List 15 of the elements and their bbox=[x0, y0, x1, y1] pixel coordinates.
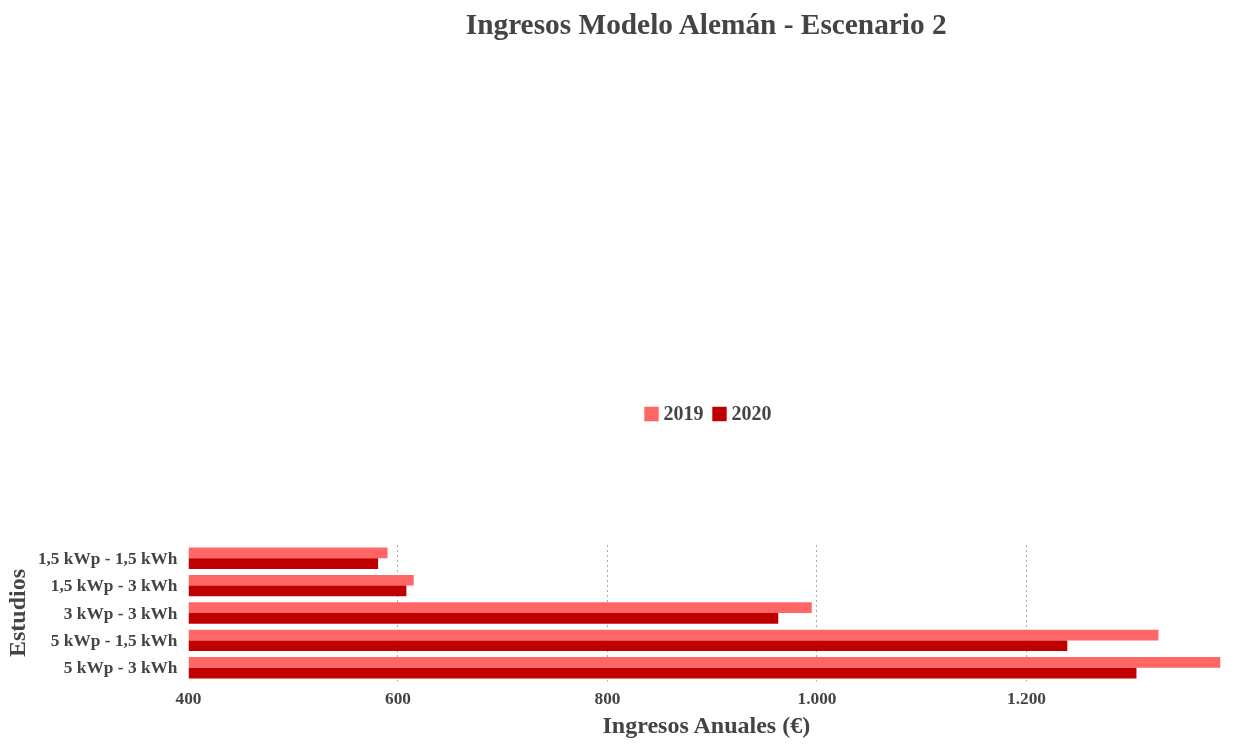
x-tick-label: 600 bbox=[385, 688, 411, 708]
y-axis-title: Estudios bbox=[3, 568, 30, 658]
x-tick-label: 400 bbox=[175, 688, 202, 708]
y-tick-label: 1,5 kWp - 1,5 kWh bbox=[37, 548, 178, 568]
y-tick-label: 5 kWp - 3 kWh bbox=[63, 658, 178, 678]
legend-label: 2020 bbox=[731, 401, 772, 425]
y-tick-label: 5 kWp - 1,5 kWh bbox=[50, 630, 178, 650]
chart-title: Ingresos Modelo Alemán - Escenario 2 bbox=[465, 7, 947, 40]
x-tick-label: 1.200 bbox=[1006, 688, 1046, 708]
x-axis-title: Ingresos Anuales (€) bbox=[602, 711, 811, 738]
x-tick-label: 800 bbox=[594, 688, 621, 708]
y-tick-label: 1,5 kWp - 3 kWh bbox=[50, 576, 178, 596]
x-tick-label: 1.000 bbox=[797, 688, 837, 708]
y-tick-label: 3 kWp - 3 kWh bbox=[63, 603, 178, 623]
legend-label: 2019 bbox=[663, 401, 704, 425]
